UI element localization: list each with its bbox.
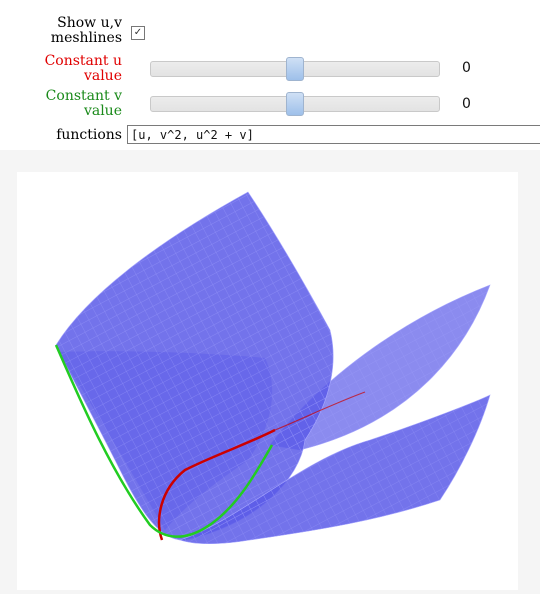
constant-v-label-line1: Constant v [45,88,122,104]
constant-u-slider[interactable] [150,57,440,81]
constant-v-slider-handle[interactable] [286,92,304,116]
functions-input[interactable]: [u, v^2, u^2 + v] [127,125,540,144]
constant-u-label-line1: Constant u [44,53,122,69]
constant-v-slider[interactable] [150,92,440,116]
constant-u-value: 0 [462,60,471,76]
constant-u-label-line2: value [83,68,122,84]
constant-u-curve-back [274,391,366,431]
meshlines-checkbox[interactable]: ✓ [131,26,145,40]
controls-panel: Show u,v meshlines ✓ Constant u value 0 … [0,0,540,150]
constant-u-slider-handle[interactable] [286,57,304,81]
constant-v-label: Constant v value [46,89,122,119]
mesh-label: Show u,v meshlines [51,16,122,46]
mesh-label-line2: meshlines [50,30,122,46]
constant-v-label-line2: value [83,103,122,119]
surface-mesh-left [56,192,334,541]
surface-mesh-right [180,395,490,544]
plot-canvas[interactable] [17,172,518,590]
constant-v-curve [54,344,274,538]
constant-v-value: 0 [462,96,471,112]
constant-u-curve [157,428,276,541]
surface-plot[interactable] [17,172,518,590]
parametric-surface [55,191,491,545]
constant-u-label: Constant u value [45,54,122,84]
functions-label: functions [56,127,122,143]
mesh-label-line1: Show u,v [57,15,122,31]
